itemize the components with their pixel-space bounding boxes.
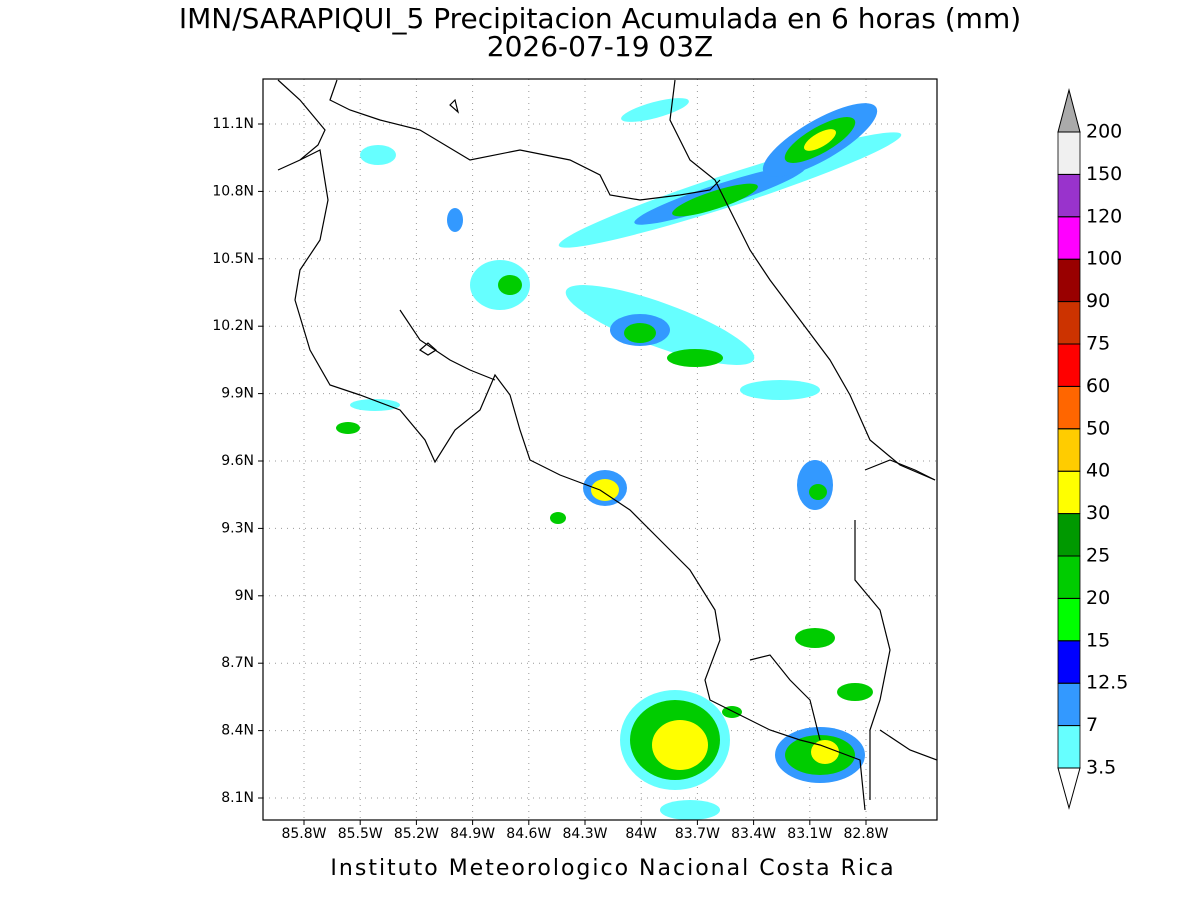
- lon-label: 85.2W: [394, 826, 439, 842]
- colorbar-segment: [1057, 555, 1081, 599]
- lon-label: 84W: [625, 826, 657, 842]
- colorbar-under: [1057, 767, 1081, 810]
- colorbar-segment: [1057, 173, 1081, 218]
- lon-label: 85.8W: [281, 826, 326, 842]
- colorbar-label: 150: [1086, 163, 1122, 185]
- colorbar-label: 100: [1086, 248, 1122, 270]
- lat-label: 9N: [235, 588, 254, 604]
- precip-fields: [336, 98, 902, 820]
- colorbar-label: 7: [1086, 714, 1098, 736]
- colorbar-segment: [1057, 640, 1081, 684]
- footer: Instituto Meteorologico Nacional Costa R…: [330, 856, 895, 881]
- colorbar-segment: [1057, 343, 1081, 387]
- colorbar: 3.5 7 12.5 15 20 25 30 40 50 60 75 90 100 120 150 200: [1057, 88, 1128, 810]
- colorbar-segment: [1057, 598, 1081, 642]
- lat-label: 9.3N: [221, 520, 254, 536]
- colorbar-label: 12.5: [1086, 672, 1128, 694]
- colorbar-label: 50: [1086, 417, 1110, 439]
- colorbar-label: 90: [1086, 290, 1110, 312]
- lon-label: 85.5W: [338, 826, 383, 842]
- lat-label: 8.1N: [221, 790, 254, 806]
- colorbar-segment: [1057, 428, 1081, 472]
- lat-label: 10.5N: [212, 251, 254, 267]
- lon-label: 84.6W: [506, 826, 551, 842]
- colorbar-segment: [1057, 216, 1081, 260]
- lon-label: 84.3W: [562, 826, 607, 842]
- map-frame: [262, 78, 938, 821]
- colorbar-over: [1057, 88, 1081, 133]
- lon-label: 83.7W: [675, 826, 720, 842]
- colorbar-segment: [1057, 258, 1081, 303]
- colorbar-segment: [1057, 682, 1081, 727]
- lat-label: 11.1N: [212, 116, 254, 132]
- colorbar-segment: [1057, 385, 1081, 430]
- colorbar-segment: [1057, 725, 1081, 769]
- colorbar-label: 25: [1086, 545, 1110, 567]
- lat-label: 8.7N: [221, 655, 254, 671]
- colorbar-segment: [1057, 301, 1081, 345]
- coastlines: [277, 79, 937, 811]
- colorbar-label: 200: [1086, 121, 1122, 143]
- lon-label: 82.8W: [843, 826, 888, 842]
- lat-label: 10.8N: [212, 183, 254, 199]
- lat-label: 8.4N: [221, 723, 254, 739]
- subtitle: 2026-07-19 03Z: [487, 30, 713, 63]
- colorbar-label: 40: [1086, 460, 1110, 482]
- colorbar-segment: [1057, 470, 1081, 515]
- lon-label: 84.9W: [450, 826, 495, 842]
- precip-blob: [336, 98, 902, 820]
- lat-label: 10.2N: [212, 318, 254, 334]
- colorbar-label: 120: [1086, 205, 1122, 227]
- colorbar-label: 20: [1086, 587, 1110, 609]
- lon-label: 83.1W: [787, 826, 832, 842]
- lat-label: 9.6N: [221, 453, 254, 469]
- lat-label: 9.9N: [221, 386, 254, 402]
- colorbar-segment: [1057, 131, 1081, 175]
- colorbar-label: 3.5: [1086, 757, 1116, 779]
- colorbar-label: 30: [1086, 502, 1110, 524]
- title: IMN/SARAPIQUI_5 Precipitacion Acumulada …: [179, 2, 1021, 35]
- lon-label: 83.4W: [731, 826, 776, 842]
- grid: 11.1N 10.8N 10.5N 10.2N 9.9N 9.6N 9.3N 9N 8.7N 8.…: [212, 79, 937, 842]
- colorbar-label: 75: [1086, 333, 1110, 355]
- colorbar-label: 60: [1086, 375, 1110, 397]
- colorbar-label: 15: [1086, 629, 1110, 651]
- colorbar-segment: [1057, 513, 1081, 557]
